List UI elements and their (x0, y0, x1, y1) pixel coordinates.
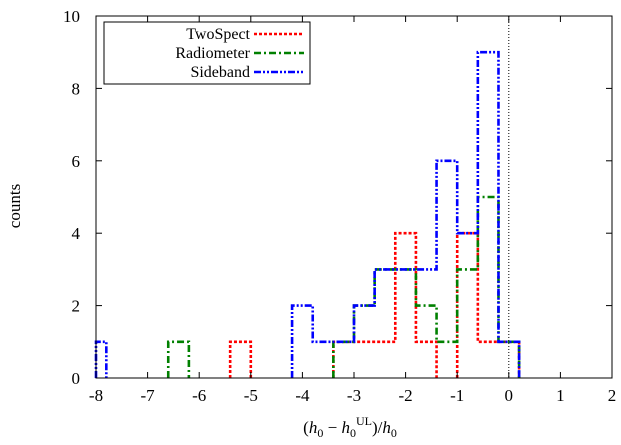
y-axis-label: counts (5, 184, 24, 228)
ticks-layer: -8 -7 -6 -5 -4 -3 -2 -1 0 1 2 0 2 4 6 8 10 (63, 7, 616, 405)
y-tick-label: 0 (72, 369, 81, 388)
x-tick-label: -5 (244, 386, 258, 405)
x-tick-label: -7 (141, 386, 156, 405)
x-tick-label: 1 (556, 386, 565, 405)
legend-label-twospect: TwoSpect (186, 26, 250, 43)
y-tick-label: 2 (72, 297, 81, 316)
x-tick-label: 2 (608, 386, 617, 405)
legend-label-sideband: Sideband (190, 64, 250, 81)
y-tick-label: 6 (72, 152, 81, 171)
x-tick-label: 0 (505, 386, 514, 405)
x-tick-label: -8 (89, 386, 103, 405)
x-axis-label: (h0 − h0UL)/h0 (303, 414, 397, 440)
x-tick-label: -6 (192, 386, 206, 405)
y-tick-label: 10 (63, 7, 80, 26)
x-tick-label: -4 (295, 386, 310, 405)
y-tick-label: 8 (72, 79, 81, 98)
x-tick-label: -3 (347, 386, 361, 405)
x-tick-label: -2 (399, 386, 413, 405)
x-tick-label: -1 (450, 386, 464, 405)
series-layer (94, 50, 521, 378)
legend-label-radiometer: Radiometer (175, 45, 250, 62)
histogram-series-radiometer (166, 195, 521, 378)
legend: TwoSpect Radiometer Sideband (103, 21, 311, 85)
y-tick-label: 4 (72, 224, 81, 243)
histogram-series-sideband (94, 50, 521, 378)
